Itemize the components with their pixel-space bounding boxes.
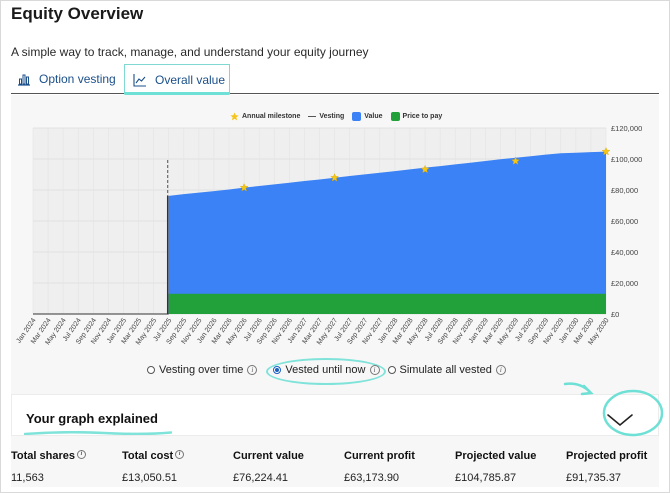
info-icon[interactable]: i (247, 365, 258, 375)
highlight-ellipse (266, 358, 386, 385)
tab-bar: Option vesting Overall value (11, 63, 659, 95)
price-to-pay-area (168, 293, 607, 314)
stat-value: £13,050.51 (122, 472, 178, 484)
chart-legend: Annual milestone Vesting Value Price to … (230, 112, 450, 121)
dash-icon (308, 116, 317, 117)
stat-current-value: Current value £76,224.41 (233, 450, 304, 484)
info-icon[interactable]: i (369, 365, 380, 375)
y-tick-label: £0 (611, 310, 619, 319)
view-options: Vesting over time i Vested until now i S… (147, 364, 514, 376)
radio-button[interactable] (387, 366, 396, 374)
stat-value: £63,173.90 (344, 472, 400, 484)
star-icon (230, 112, 239, 121)
y-tick-label: £60,000 (611, 217, 638, 226)
option-simulate-all-vested[interactable]: Simulate all vested i (387, 364, 506, 376)
stat-value: 11,563 (11, 472, 44, 484)
milestone-star-icon (601, 147, 611, 156)
value-area (168, 151, 607, 314)
info-icon[interactable]: i (77, 450, 86, 459)
stat-label: Current profit (344, 450, 415, 462)
section-title: Your graph explained (26, 411, 158, 426)
milestone-star-icon (511, 156, 520, 165)
bar-chart-icon (18, 74, 30, 86)
page-title: Equity Overview (11, 4, 144, 23)
y-tick-label: £120,000 (611, 124, 642, 133)
active-tab-indicator (124, 92, 230, 95)
legend-swatch (352, 112, 362, 121)
radio-label: Vesting over time (159, 364, 244, 376)
info-icon[interactable]: i (495, 365, 506, 375)
stat-value: £76,224.41 (233, 472, 289, 484)
stat-projected-value: Projected value £104,785.87 (455, 450, 536, 484)
milestone-star-icon (420, 164, 430, 174)
legend-item-value: Value (352, 112, 383, 121)
tab-option-vesting[interactable]: Option vesting (17, 64, 116, 94)
legend-label: Price to pay (402, 113, 443, 120)
info-icon[interactable]: i (175, 450, 185, 459)
title-underline (24, 431, 172, 435)
legend-item-milestone: Annual milestone (230, 112, 300, 121)
tab-label: Overall value (155, 72, 226, 87)
tab-overall-value[interactable]: Overall value (124, 64, 230, 94)
stat-label: Projected value (455, 450, 537, 462)
page-subtitle: A simple way to track, manage, and under… (11, 45, 369, 59)
legend-item-price: Price to pay (390, 112, 443, 121)
legend-label: Value (364, 113, 383, 120)
y-tick-label: £40,000 (611, 248, 638, 257)
stat-projected-profit: Projected profit £91,735.37 (566, 450, 647, 484)
stat-current-profit: Current profit £63,173.90 (344, 450, 415, 484)
radio-button[interactable] (147, 366, 155, 374)
legend-label: Annual milestone (242, 113, 301, 120)
radio-label: Vested until now (285, 364, 366, 376)
line-chart-icon (133, 73, 146, 87)
stat-value: £91,735.37 (566, 472, 622, 484)
y-tick-label: £80,000 (611, 186, 638, 195)
option-vesting-over-time[interactable]: Vesting over time i (147, 364, 258, 376)
stat-value: £104,785.87 (455, 472, 517, 484)
stat-label: Projected profit (566, 450, 648, 462)
milestone-star-icon (330, 173, 339, 182)
radio-label: Simulate all vested (399, 364, 492, 376)
stat-total-cost: Total cost i £13,050.51 (122, 450, 185, 484)
legend-item-vesting: Vesting (308, 113, 344, 120)
stat-label: Total cost (122, 450, 174, 462)
y-tick-label: £100,000 (611, 155, 642, 164)
stat-total-shares: Total shares i 11,563 (11, 450, 86, 484)
graph-explained-section[interactable]: Your graph explained (11, 394, 659, 436)
y-tick-label: £20,000 (611, 279, 638, 288)
milestone-star-icon (239, 183, 249, 192)
legend-label: Vesting (319, 113, 345, 120)
option-vested-until-now[interactable]: Vested until now i (273, 364, 380, 376)
stat-label: Total shares (11, 450, 75, 462)
radio-button-selected[interactable] (273, 366, 282, 374)
stat-label: Current value (233, 450, 304, 462)
chevron-down-icon[interactable] (605, 407, 635, 431)
legend-swatch (390, 112, 400, 121)
tab-label: Option vesting (39, 72, 116, 86)
overall-value-chart: £0 £20,000 £40,000 £60,000 £80,000 £100,000 £1… (15, 124, 642, 346)
